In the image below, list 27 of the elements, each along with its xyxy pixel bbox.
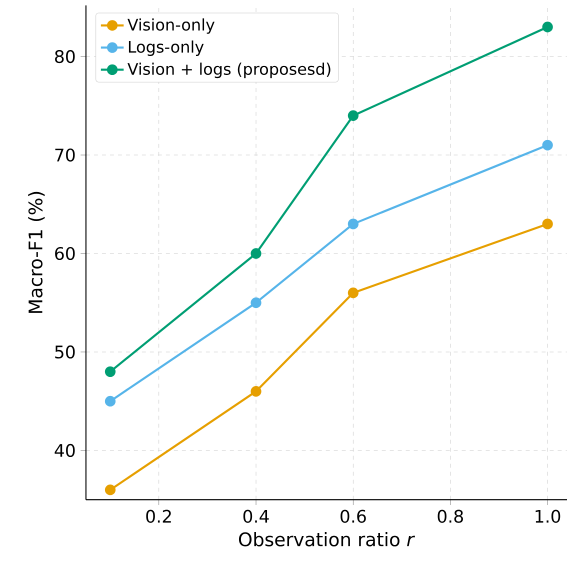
point — [348, 287, 359, 298]
point — [542, 218, 553, 230]
x-tick-label: 1.0 — [536, 510, 560, 523]
point — [250, 386, 262, 397]
point — [542, 140, 553, 150]
y-tick-label: 80 — [55, 50, 75, 63]
point — [104, 366, 116, 377]
x-tick-label: 0.2 — [146, 510, 171, 523]
x-tick-label: 0.6 — [340, 510, 366, 523]
legend-label: Vision-only — [128, 18, 215, 34]
point — [348, 110, 359, 121]
x-tick-label: 0.4 — [243, 510, 269, 523]
point — [104, 484, 116, 496]
x-axis-title: Observation ratio r — [238, 532, 416, 546]
y-tick-label: 40 — [54, 444, 75, 457]
y-axis-title: Macro-F1 (%) — [28, 192, 45, 313]
legend-label: Vision + logs (proposesd) — [128, 62, 330, 78]
point — [250, 297, 262, 308]
point — [348, 218, 359, 230]
point — [104, 396, 116, 406]
x-tick-label: 0.8 — [438, 510, 463, 523]
point — [250, 248, 262, 259]
y-tick-label: 50 — [55, 345, 75, 358]
legend-label: Logs-only — [128, 40, 204, 56]
point — [542, 22, 553, 32]
y-tick-label: 70 — [55, 148, 75, 162]
y-tick-label: 60 — [55, 246, 75, 260]
